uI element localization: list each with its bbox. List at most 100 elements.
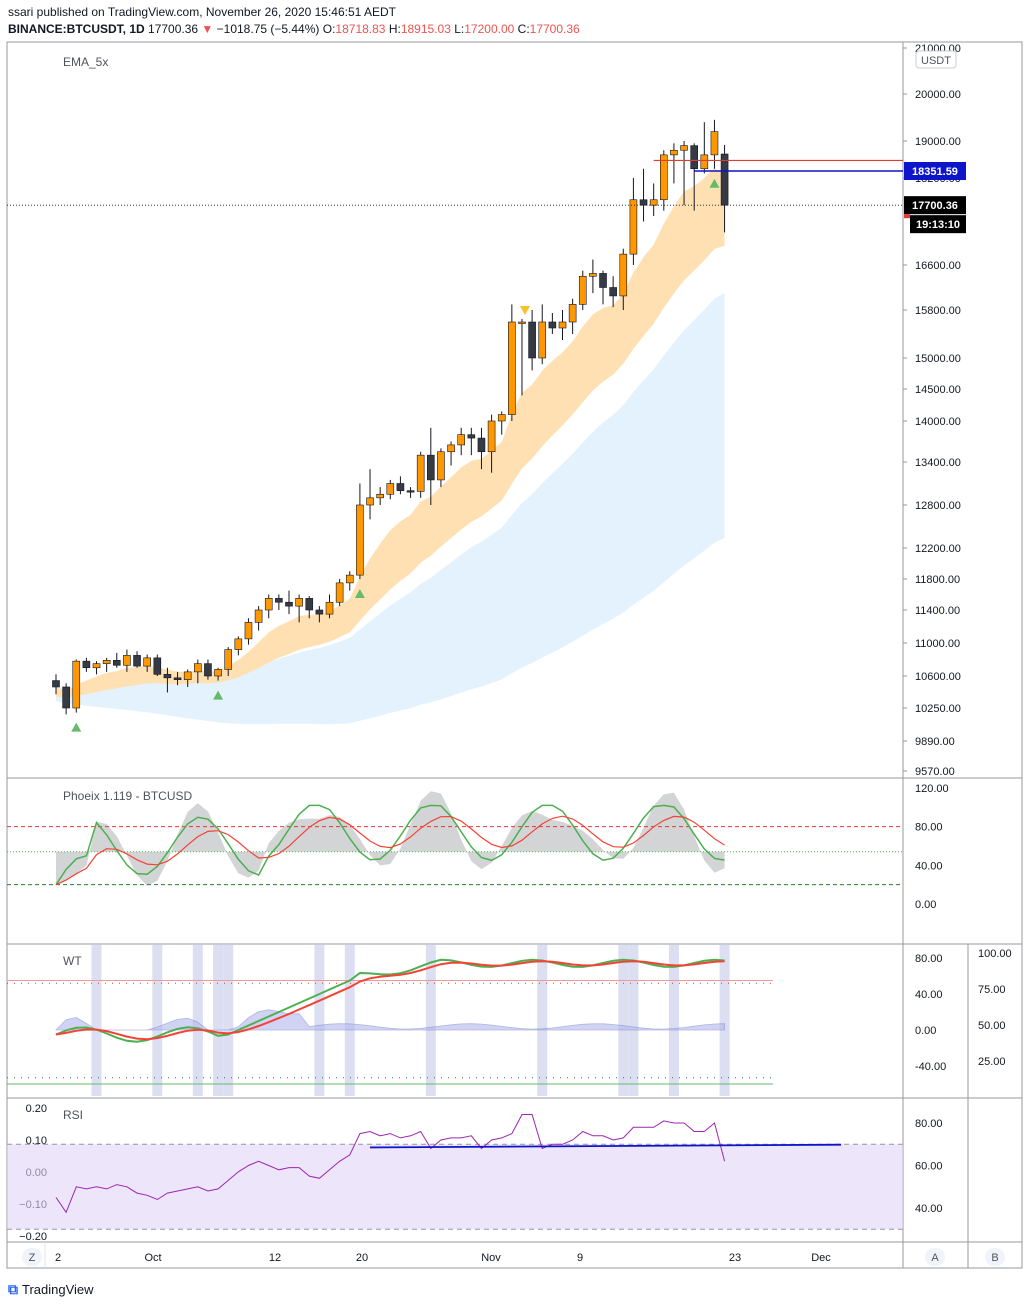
wt-highlight-band (152, 945, 163, 1096)
phoeix-fast-line (55, 804, 725, 886)
candle-body (234, 638, 243, 650)
wt-highlight-band (91, 945, 102, 1096)
rsi-axis-label: 60.00 (915, 1161, 943, 1173)
wt-secondary-axis-label: 75.00 (978, 984, 1006, 996)
rsi-secondary-axis-label: −0.20 (19, 1231, 47, 1243)
high-label: H: (388, 22, 401, 36)
candle-body (649, 199, 658, 206)
candle-body (224, 649, 233, 670)
price-axis-label: 9890.00 (915, 736, 955, 748)
candle-body (457, 434, 466, 446)
price-axis-label: 16600.00 (915, 260, 961, 272)
candle-body (204, 663, 212, 677)
price-axis-label: 12800.00 (915, 500, 961, 512)
candle-body (345, 574, 354, 584)
wt-highlight-band (425, 945, 436, 1096)
auto-scale-button-bg (925, 1248, 945, 1266)
b-button-bg (985, 1248, 1005, 1266)
tradingview-logo-icon: ⧉ (8, 1281, 18, 1297)
wt-secondary-axis-label: 50.00 (978, 1020, 1006, 1032)
candle-body (578, 275, 587, 305)
phoeix-axis-label: 80.00 (915, 822, 943, 834)
footer-brand[interactable]: ⧉ TradingView (8, 1281, 94, 1298)
wt-secondary-axis-label: 100.00 (978, 948, 1012, 960)
price-axis-label: 20000.00 (915, 89, 961, 101)
buy-signal-triangle (213, 690, 224, 700)
price-axis-label: 11000.00 (915, 638, 960, 650)
candle-body (599, 273, 607, 288)
phoeix-axis-label: 40.00 (915, 860, 943, 872)
wt-highlight-band (192, 945, 203, 1096)
price-axis-label: 11800.00 (915, 574, 960, 586)
price-axis-label: 9570.00 (915, 766, 955, 778)
wt-highlight-band (314, 945, 325, 1096)
rsi-secondary-axis-label: 0.10 (26, 1135, 47, 1147)
wt-highlight-band (537, 945, 548, 1096)
wt-axis-label: 40.00 (915, 989, 943, 1001)
candle-body (447, 444, 455, 453)
candle-body (568, 304, 577, 323)
price-change: −1018.75 (−5.44%) (216, 22, 320, 36)
candle-body (710, 131, 719, 156)
candle-body (659, 154, 668, 201)
candle-body (275, 598, 283, 603)
candle-body (194, 663, 202, 673)
rsi-axis-label: 40.00 (915, 1203, 943, 1215)
candle-body (133, 655, 141, 667)
chart-frame (6, 41, 1023, 1269)
buy-signal-triangle (354, 589, 365, 598)
rsi-band (7, 1144, 903, 1230)
low-label: L: (454, 22, 465, 36)
time-axis-label: 20 (356, 1252, 368, 1264)
countdown-label: 19:13:10 (916, 219, 960, 231)
candle-body (123, 655, 131, 666)
b-button-label: B (991, 1252, 998, 1264)
candle-body (639, 199, 648, 206)
candle-body (508, 321, 516, 415)
phoeix-slow-line (55, 815, 725, 886)
candle-body (62, 686, 70, 709)
candle-body (264, 598, 273, 611)
auto-scale-button-label: A (931, 1252, 939, 1264)
candle-body (305, 598, 314, 611)
footer-brand-label: TradingView (22, 1282, 94, 1297)
last-price-label: 17700.36 (912, 200, 958, 212)
candle-body (437, 451, 445, 481)
wt-highlight-band (223, 945, 234, 1096)
phoeix-histogram (56, 791, 725, 886)
candle-body (619, 253, 628, 297)
price-axis-label: 19000.00 (915, 136, 961, 148)
candle-body (427, 454, 435, 481)
price-axis-label: 10250.00 (915, 703, 961, 715)
candle-body (335, 582, 344, 603)
wt-highlight-band (344, 945, 355, 1096)
candle-body (467, 434, 476, 439)
wt-highlight-band (668, 945, 679, 1096)
wt-axis-label: 80.00 (915, 953, 943, 965)
wt-highlight-band (618, 945, 629, 1096)
candle-body (720, 153, 729, 206)
candle-body (325, 601, 334, 615)
candle-body (477, 437, 486, 453)
time-axis-label: 23 (729, 1252, 741, 1264)
candle-body (690, 145, 698, 170)
close-value: 17700.36 (529, 22, 580, 36)
candle-body (244, 622, 253, 640)
zoom-button-bg (22, 1248, 42, 1266)
price-axis-label: 15800.00 (915, 305, 961, 317)
candle-body (497, 414, 506, 422)
symbol-label[interactable]: BINANCE:BTCUSDT, 1D (8, 22, 145, 36)
countdown-box (910, 215, 966, 234)
time-axis-label: 9 (577, 1252, 583, 1264)
time-axis-label: Nov (481, 1252, 501, 1264)
close-label: C: (517, 22, 530, 36)
candle-body (52, 680, 60, 688)
price-axis-label: 15000.00 (915, 353, 961, 365)
candle-body (700, 154, 709, 170)
candle-body (163, 674, 172, 679)
candle-body (416, 454, 425, 492)
candle-body (153, 657, 162, 675)
time-axis-label: Oct (144, 1252, 161, 1264)
wt-axis-label: -40.00 (915, 1061, 946, 1073)
